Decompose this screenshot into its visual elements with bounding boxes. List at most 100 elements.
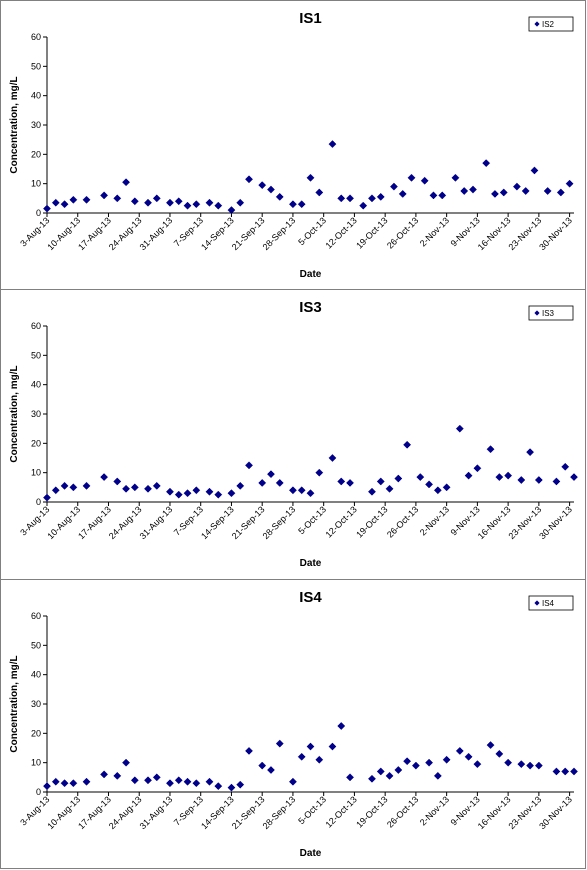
chart-2-point xyxy=(504,758,513,767)
chart-2-xtick-label: 31-Aug-13 xyxy=(138,794,175,831)
chart-2-legend-box xyxy=(528,595,574,611)
chart-0-ytick-label: 30 xyxy=(31,120,41,130)
chart-0-xtick-label: 2-Nov-13 xyxy=(418,215,451,248)
chart-2-point xyxy=(411,761,420,770)
chart-2-point xyxy=(258,761,267,770)
chart-0-point xyxy=(315,188,324,197)
chart-0-point xyxy=(407,173,416,182)
chart-1-legend-marker xyxy=(534,310,540,316)
chart-1-point xyxy=(376,477,385,486)
chart-2-xtick-label: 26-Oct-13 xyxy=(385,794,420,829)
chart-0-point xyxy=(438,191,447,200)
chart-0-point xyxy=(429,191,438,200)
chart-0-ytick-label: 10 xyxy=(31,179,41,189)
chart-2-point xyxy=(385,771,394,780)
chart-0-point xyxy=(130,197,139,206)
chart-2-point xyxy=(306,742,315,751)
chart-0-xtick-label: 26-Oct-13 xyxy=(385,215,420,250)
chart-1-point xyxy=(51,486,60,495)
chart-1-point xyxy=(403,440,412,449)
chart-0-ylabel: Concentration, mg/L xyxy=(9,76,20,173)
chart-2-xtick-label: 12-Oct-13 xyxy=(323,794,358,829)
chart-1-point xyxy=(425,480,434,489)
chart-1-point xyxy=(464,471,473,480)
chart-1-point xyxy=(570,473,578,482)
chart-1-point xyxy=(258,478,267,487)
chart-0-legend-label: IS2 xyxy=(542,20,555,29)
chart-1-point xyxy=(416,473,425,482)
chart-1-point xyxy=(275,478,284,487)
chart-2-ytick-label: 0 xyxy=(36,787,41,797)
chart-2-ytick-label: 20 xyxy=(31,728,41,738)
chart-0-point xyxy=(236,198,245,207)
chart-0-point xyxy=(174,197,183,206)
chart-1-point xyxy=(69,483,78,492)
chart-1-point xyxy=(100,473,109,482)
chart-panel-is1: IS1 Concentration, mg/L Date 0 10 20 30 40 50 60 3… xyxy=(0,0,586,290)
chart-0-point xyxy=(451,173,460,182)
chart-1-point xyxy=(236,481,245,490)
chart-1-point xyxy=(183,489,192,498)
chart-2-point xyxy=(236,780,245,789)
chart-1-point xyxy=(174,490,183,499)
chart-1-point xyxy=(60,481,69,490)
chart-2-point xyxy=(561,767,570,776)
chart-2-point xyxy=(517,760,526,769)
chart-0-point xyxy=(482,159,491,168)
chart-1-point xyxy=(552,477,561,486)
chart-2-point xyxy=(552,767,561,776)
chart-2-point xyxy=(394,766,403,774)
chart-0-point xyxy=(69,195,78,204)
chart-1-point xyxy=(122,484,131,493)
chart-1-point xyxy=(227,489,236,498)
chart-2-point xyxy=(495,749,504,758)
chart-1-point xyxy=(346,478,354,487)
chart-panel-is3: IS3 Concentration, mg/L Date 0 10 20 30 40 50 60 3… xyxy=(0,289,586,580)
chart-1-ytick-label: 50 xyxy=(31,350,41,360)
chart-2-ytick-label: 50 xyxy=(31,640,41,650)
chart-1-point xyxy=(113,477,122,486)
chart-0-ytick-label: 60 xyxy=(31,32,41,42)
chart-0-legend-box xyxy=(528,16,574,32)
chart-2-point xyxy=(403,757,412,766)
chart-1-point xyxy=(43,493,51,502)
chart-0-xtick-label: 19-Oct-13 xyxy=(354,215,389,250)
chart-2-point xyxy=(288,777,297,786)
chart-1-point xyxy=(328,454,337,462)
chart-2-point xyxy=(526,761,535,770)
chart-0-point xyxy=(490,189,499,198)
chart-0-point xyxy=(100,191,109,200)
chart-2-point xyxy=(297,752,306,761)
chart-2-xtick-label: 19-Oct-13 xyxy=(354,794,389,829)
chart-0-point xyxy=(113,194,122,203)
chart-2-ytick-label: 30 xyxy=(31,699,41,709)
chart-0-ytick-label: 0 xyxy=(36,208,41,218)
chart-2-point xyxy=(315,755,324,764)
chart-0-point xyxy=(258,181,267,190)
chart-1-point xyxy=(561,462,570,471)
chart-2-point xyxy=(486,741,495,750)
chart-0-point xyxy=(297,200,306,209)
chart-2-point xyxy=(183,777,192,786)
chart-1-point xyxy=(534,476,543,484)
chart-1-point xyxy=(130,483,139,492)
chart-1-ylabel: Concentration, mg/L xyxy=(9,365,20,462)
chart-2-point xyxy=(100,770,109,779)
chart-0-point xyxy=(245,175,253,184)
chart-1-point xyxy=(245,461,253,470)
chart-1-point xyxy=(288,486,297,495)
chart-2-legend-label: IS4 xyxy=(542,599,555,608)
chart-0-point xyxy=(227,206,236,215)
chart-svg-is4: IS4 Concentration, mg/L Date 0 10 20 30 40 50 60 3… xyxy=(9,589,578,859)
chart-2-point xyxy=(43,782,51,791)
chart-2-point xyxy=(51,777,60,786)
chart-1-point xyxy=(442,483,451,492)
chart-1-xlabel: Date xyxy=(300,558,322,569)
chart-1-xtick-label: 30-Nov-13 xyxy=(537,504,574,541)
chart-1-point xyxy=(166,487,174,496)
chart-2-point xyxy=(346,773,354,782)
chart-0-point xyxy=(275,192,284,201)
chart-0-point xyxy=(328,140,337,149)
chart-0-point xyxy=(389,182,398,191)
chart-0-point xyxy=(122,178,131,187)
